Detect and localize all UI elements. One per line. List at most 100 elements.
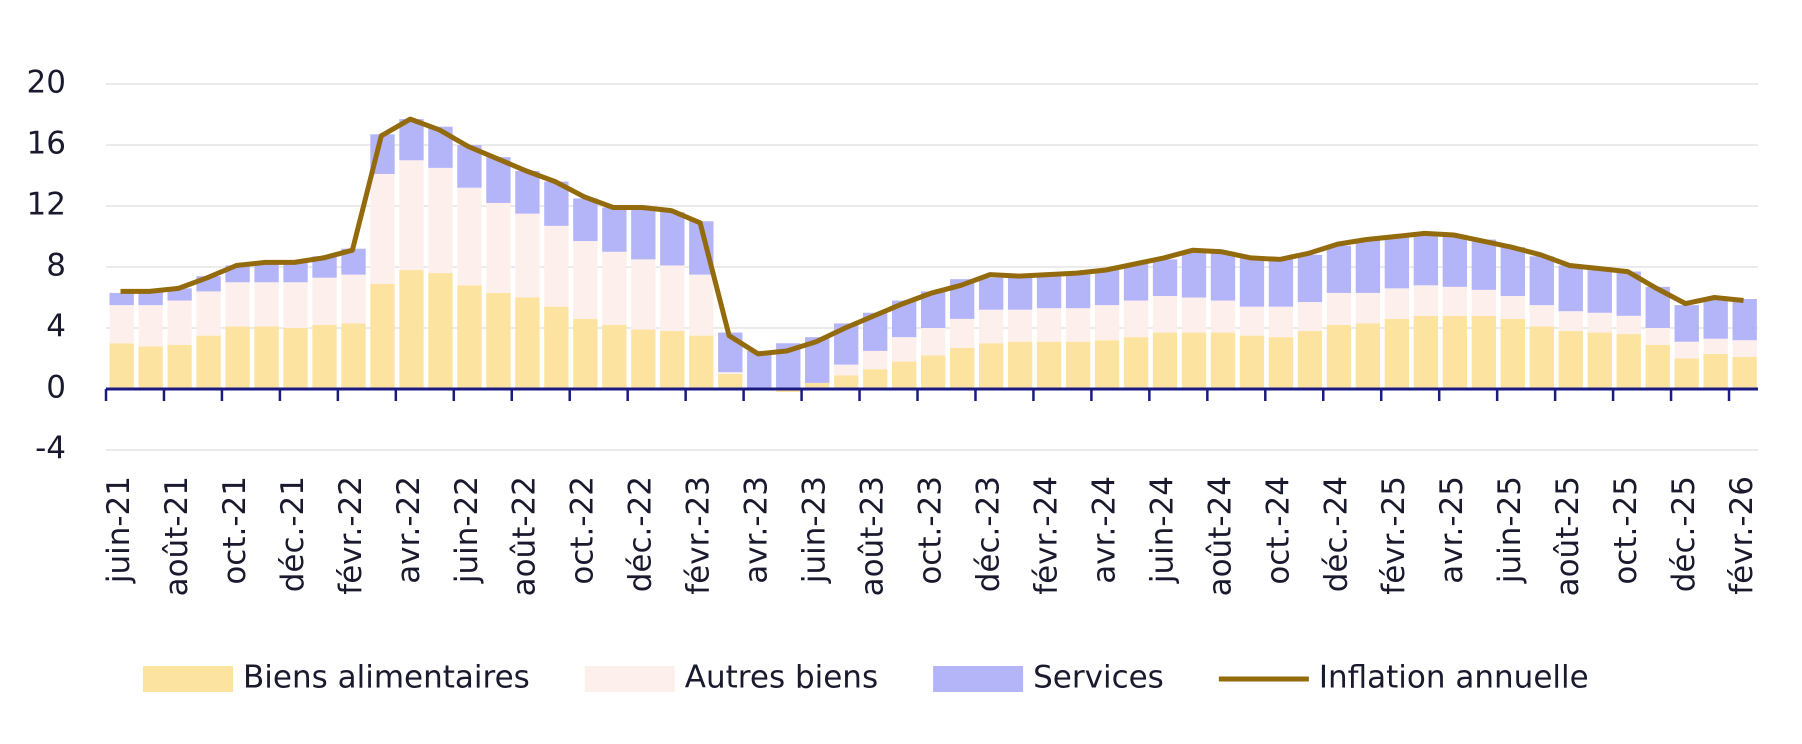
bar [428, 273, 453, 389]
bar [1007, 276, 1033, 310]
bar [631, 209, 656, 260]
bar [457, 187, 482, 286]
x-tick-label: oct.-22 [565, 476, 601, 585]
bar [602, 251, 627, 325]
bar [1384, 236, 1410, 289]
bar [109, 343, 134, 389]
bar [1036, 341, 1062, 389]
x-tick-label: avr.-25 [1434, 476, 1470, 584]
bar [1732, 299, 1757, 341]
x-tick-label: oct.-25 [1608, 476, 1644, 585]
legend-swatch [143, 666, 233, 692]
bar [544, 225, 569, 307]
bar [1616, 315, 1641, 335]
bar [167, 344, 192, 389]
x-tick-label: avr.-24 [1086, 476, 1122, 584]
x-tick-label: oct.-24 [1260, 476, 1296, 585]
bar [457, 285, 482, 389]
x-tick-label: avr.-22 [391, 476, 427, 584]
bar [370, 173, 395, 284]
bar [1703, 338, 1728, 354]
x-tick-label: août-23 [855, 476, 891, 596]
bar [1297, 331, 1323, 389]
bar [1645, 344, 1670, 389]
bar [428, 167, 453, 274]
bar [196, 291, 221, 336]
bar [486, 292, 511, 389]
bar [399, 270, 424, 389]
bar [1181, 251, 1207, 298]
bar [283, 282, 308, 328]
bar [1442, 286, 1468, 316]
bar [1616, 334, 1641, 389]
bar [341, 323, 366, 389]
bar [138, 291, 163, 306]
bar [1094, 340, 1120, 389]
bar [109, 305, 134, 344]
x-tick-label: déc.-21 [275, 476, 311, 592]
bar [863, 350, 888, 370]
bar [718, 373, 743, 389]
x-tick-label: févr.-22 [333, 476, 369, 595]
bar [1384, 288, 1410, 319]
bar [1268, 259, 1294, 307]
bar [1500, 295, 1525, 319]
bar [1413, 233, 1439, 286]
bar [1587, 332, 1612, 389]
bar [1181, 332, 1207, 389]
bar [602, 324, 627, 389]
bar [949, 318, 975, 348]
x-tick-label: oct.-23 [913, 476, 949, 585]
bar [1732, 356, 1757, 389]
bar [138, 305, 163, 347]
bar [283, 262, 308, 283]
bar [689, 335, 714, 389]
bar [1471, 289, 1496, 316]
y-tick-label: 16 [27, 126, 66, 162]
x-tick-label: août-22 [507, 476, 543, 596]
bar [1645, 328, 1670, 345]
legend-item: Autres biens [584, 660, 878, 696]
bar [341, 274, 366, 324]
bar [1152, 295, 1178, 333]
bar [920, 328, 946, 356]
bar [1268, 306, 1294, 338]
bar [254, 326, 279, 389]
bar [573, 198, 598, 242]
bar [1297, 302, 1323, 332]
bar [1152, 259, 1178, 296]
bar [892, 337, 917, 362]
bar [1036, 273, 1062, 309]
bar [631, 329, 656, 389]
bar [631, 259, 656, 330]
bar [167, 300, 192, 345]
bar [834, 375, 859, 389]
x-tick-label: févr.-23 [681, 476, 717, 595]
legend-label: Autres biens [685, 660, 878, 696]
bar [515, 213, 540, 298]
x-tick-label: déc.-22 [623, 476, 659, 592]
bar [1239, 257, 1265, 307]
bar [225, 282, 250, 327]
bar [196, 335, 221, 389]
bar [283, 328, 308, 389]
x-tick-label: juin-22 [449, 476, 485, 584]
bar [805, 382, 830, 389]
bar [1703, 299, 1728, 339]
bar [1529, 326, 1554, 389]
x-tick-label: juin-24 [1144, 476, 1180, 584]
bar [515, 170, 540, 214]
bar [1355, 239, 1381, 293]
bar [1500, 318, 1525, 389]
bar [1065, 308, 1091, 342]
bar [1181, 297, 1207, 333]
x-tick-label: févr.-24 [1028, 476, 1064, 595]
bar [1123, 337, 1149, 389]
bar [573, 241, 598, 319]
bar [1558, 311, 1583, 332]
bar [370, 283, 395, 389]
bar [1587, 267, 1612, 313]
bar [1529, 305, 1554, 327]
y-tick-label: 12 [27, 187, 66, 223]
bar [1065, 341, 1091, 389]
